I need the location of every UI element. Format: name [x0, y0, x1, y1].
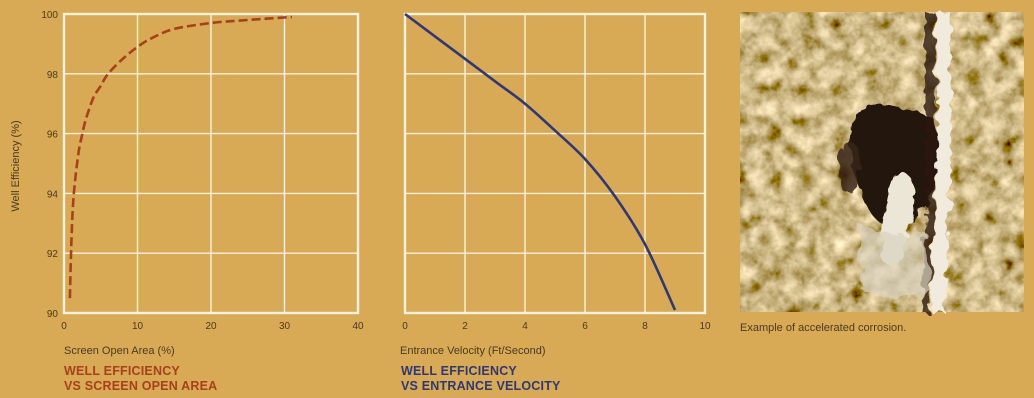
chart1-y-tick-label: 92 — [47, 249, 59, 260]
chart1-x-ticks: 0 10 20 30 40 — [61, 321, 364, 332]
chart2-x-tick-label: 0 — [402, 321, 408, 332]
chart2-series-line-0 — [404, 12, 677, 311]
chart2-x-tick-label: 8 — [642, 321, 648, 332]
chart2-frame — [403, 12, 707, 315]
chart1-x-axis-label: Screen Open Area (%) — [64, 345, 175, 357]
chart2-series — [404, 12, 677, 311]
chart1-y-tick-label: 90 — [47, 309, 59, 320]
chart2-grid — [403, 12, 707, 315]
chart2-caption-line-1: WELL EFFICIENCY — [401, 364, 517, 378]
chart1-y-tick-label: 94 — [47, 189, 59, 200]
chart2-x-axis-label: Entrance Velocity (Ft/Second) — [400, 345, 546, 357]
chart2-x-tick-label: 6 — [582, 321, 588, 332]
chart1-series-line-0 — [68, 15, 292, 299]
chart1-y-tick-label: 98 — [47, 70, 59, 81]
chart1-y-tick-label: 100 — [41, 10, 58, 21]
efficiency-vs-open-area-chart: 0 10 20 30 40 90 92 94 96 98 100 Screen Open Area… — [10, 10, 364, 357]
chart1-x-tick-label: 30 — [279, 321, 291, 332]
chart1-y-axis-label: Well Efficiency (%) — [10, 120, 22, 211]
chart1-x-tick-label: 10 — [132, 321, 144, 332]
chart1-x-tick-label: 0 — [61, 321, 67, 332]
chart2-x-tick-label: 10 — [699, 321, 711, 332]
chart1-x-tick-label: 20 — [205, 321, 217, 332]
chart1-x-tick-label: 40 — [352, 321, 364, 332]
chart1-series — [68, 15, 292, 299]
chart2-x-ticks: 0 2 4 6 8 10 — [402, 321, 711, 332]
corrosion-photo-caption: Example of accelerated corrosion. — [740, 322, 906, 334]
corrosion-photo — [740, 12, 1024, 312]
chart1-caption-line-1: WELL EFFICIENCY — [64, 364, 180, 378]
chart2-caption: WELL EFFICIENCY VS ENTRANCE VELOCITY — [401, 364, 561, 394]
chart1-grid — [62, 12, 360, 315]
chart1-caption-line-2: VS SCREEN OPEN AREA — [64, 379, 218, 393]
chart2-x-tick-label: 2 — [462, 321, 468, 332]
chart1-y-ticks: 90 92 94 96 98 100 — [41, 10, 58, 320]
chart1-frame — [62, 12, 360, 315]
chart2-x-tick-label: 4 — [522, 321, 528, 332]
chart1-caption: WELL EFFICIENCY VS SCREEN OPEN AREA — [64, 364, 217, 394]
efficiency-vs-velocity-chart: 0 2 4 6 8 10 Entrance Velocity (Ft/Second) — [400, 12, 711, 357]
chart1-y-tick-label: 96 — [47, 130, 59, 141]
chart2-caption-line-2: VS ENTRANCE VELOCITY — [401, 379, 561, 393]
